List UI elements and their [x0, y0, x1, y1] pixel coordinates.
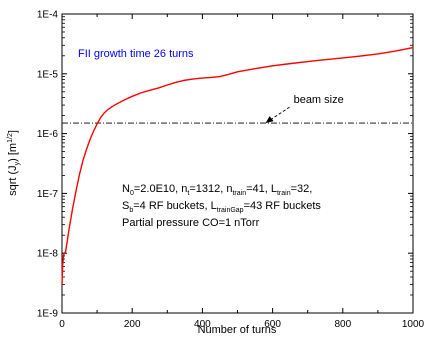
text-run: S	[122, 200, 129, 212]
parameters-line-1: N0=2.0E10, nt=1312, ntrain=41, Ltrain=32…	[122, 183, 312, 197]
x-tick-label: 600	[264, 319, 281, 330]
y-tick-label: 1E-6	[37, 129, 59, 140]
text-run: Partial pressure CO=1 nTorr	[122, 217, 260, 229]
y-title-run: y	[14, 161, 21, 165]
text-run: =32,	[291, 183, 313, 195]
series-line	[61, 46, 414, 285]
x-tick-label: 200	[124, 319, 141, 330]
subscript: t	[187, 190, 189, 197]
x-tick-label: 1000	[402, 319, 425, 330]
subscript: b	[129, 207, 133, 214]
subscript: train	[277, 190, 291, 197]
axis-ticks	[61, 13, 414, 314]
text-run: =4 RF buckets, L	[133, 200, 216, 212]
growth-time-annotation: FII growth time 26 turns	[78, 48, 194, 60]
beam-size-label: beam size	[294, 94, 344, 106]
y-axis-title: sqrt (Jy) [m1/2]	[7, 130, 21, 196]
y-title-run: 1/2	[7, 133, 14, 143]
text-run: =41, L	[246, 183, 277, 195]
beam-size-arrowhead	[265, 116, 274, 124]
y-tick-label: 1E-4	[37, 10, 59, 21]
subscript: 0	[130, 190, 134, 197]
y-title-run: sqrt (J	[7, 165, 19, 196]
y-tick-label: 1E-9	[37, 309, 59, 320]
y-title-run: ]	[7, 130, 19, 133]
x-tick-label: 800	[334, 319, 351, 330]
text-run: =1312, n	[189, 183, 232, 195]
parameters-line-2: Sb=4 RF buckets, LtrainGap=43 RF buckets	[122, 200, 321, 214]
tick-labels: 0 200 400 600 800 1000 1E-9 1E-8 1E-7 1E-6 1E-5 1E-…	[37, 10, 425, 331]
text-run: N	[122, 183, 130, 195]
subscript: trainGap	[217, 207, 244, 214]
y-tick-label: 1E-8	[37, 249, 59, 260]
x-axis-title: Number of turns	[198, 324, 277, 336]
parameters-line-3: Partial pressure CO=1 nTorr	[122, 217, 260, 229]
y-tick-label: 1E-7	[37, 189, 59, 200]
x-tick-label: 400	[194, 319, 211, 330]
y-tick-label: 1E-5	[37, 69, 59, 80]
text-run: =43 RF buckets	[244, 200, 322, 212]
beam-size-arrow	[268, 106, 290, 122]
y-title-run: ) [m	[7, 143, 19, 162]
subscript: train	[232, 190, 246, 197]
x-tick-label: 0	[59, 319, 65, 330]
text-run: =2.0E10, n	[134, 183, 188, 195]
